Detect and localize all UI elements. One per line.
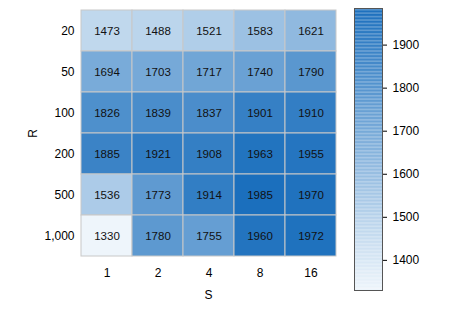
svg-text:1694: 1694 xyxy=(94,66,120,78)
svg-text:1,000: 1,000 xyxy=(44,229,74,243)
svg-text:1400: 1400 xyxy=(393,253,420,267)
svg-text:200: 200 xyxy=(54,147,74,161)
svg-text:1521: 1521 xyxy=(196,25,222,37)
svg-text:1621: 1621 xyxy=(298,25,324,37)
svg-text:1717: 1717 xyxy=(196,66,222,78)
svg-text:1985: 1985 xyxy=(247,189,273,201)
svg-text:8: 8 xyxy=(257,266,264,280)
svg-text:1536: 1536 xyxy=(94,189,120,201)
svg-text:1910: 1910 xyxy=(298,107,324,119)
svg-text:1885: 1885 xyxy=(94,148,120,160)
svg-text:1773: 1773 xyxy=(145,189,171,201)
svg-text:1908: 1908 xyxy=(196,148,222,160)
svg-text:2: 2 xyxy=(155,266,162,280)
svg-text:1790: 1790 xyxy=(298,66,324,78)
svg-text:1780: 1780 xyxy=(145,230,171,242)
svg-text:4: 4 xyxy=(206,266,213,280)
svg-text:1970: 1970 xyxy=(298,189,324,201)
svg-text:1600: 1600 xyxy=(393,167,420,181)
svg-text:1955: 1955 xyxy=(298,148,324,160)
svg-text:1960: 1960 xyxy=(247,230,273,242)
svg-text:1500: 1500 xyxy=(393,210,420,224)
svg-text:1700: 1700 xyxy=(393,124,420,138)
svg-text:1963: 1963 xyxy=(247,148,273,160)
svg-text:20: 20 xyxy=(61,24,75,38)
svg-text:1837: 1837 xyxy=(196,107,222,119)
svg-text:1488: 1488 xyxy=(145,25,171,37)
svg-text:1755: 1755 xyxy=(196,230,222,242)
svg-text:500: 500 xyxy=(54,188,74,202)
svg-text:R: R xyxy=(26,129,40,138)
svg-text:1740: 1740 xyxy=(247,66,273,78)
svg-text:1901: 1901 xyxy=(247,107,273,119)
svg-text:1473: 1473 xyxy=(94,25,120,37)
svg-text:1583: 1583 xyxy=(247,25,273,37)
svg-text:1703: 1703 xyxy=(145,66,171,78)
svg-text:S: S xyxy=(204,288,212,302)
svg-text:1914: 1914 xyxy=(196,189,222,201)
svg-text:1921: 1921 xyxy=(145,148,171,160)
svg-text:1: 1 xyxy=(104,266,111,280)
svg-text:1839: 1839 xyxy=(145,107,171,119)
svg-text:1800: 1800 xyxy=(393,81,420,95)
svg-text:1826: 1826 xyxy=(94,107,120,119)
svg-text:1330: 1330 xyxy=(94,230,120,242)
svg-text:100: 100 xyxy=(54,106,74,120)
svg-text:50: 50 xyxy=(61,65,75,79)
svg-text:1972: 1972 xyxy=(298,230,324,242)
svg-text:16: 16 xyxy=(304,266,318,280)
svg-text:1900: 1900 xyxy=(393,38,420,52)
